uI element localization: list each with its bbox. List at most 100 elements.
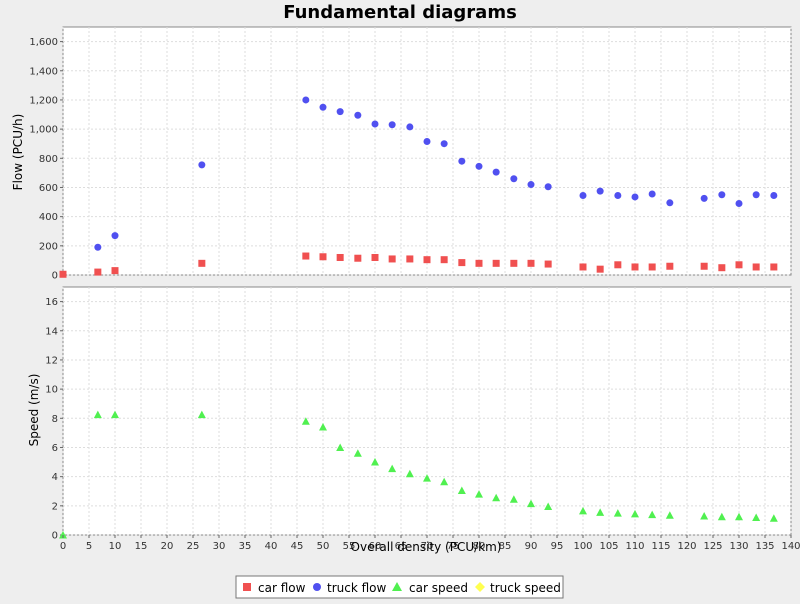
x-tick-label: 115: [651, 541, 670, 552]
chart-title: Fundamental diagrams: [283, 2, 517, 23]
x-tick-label: 50: [317, 541, 330, 552]
point-car-flow: [440, 256, 448, 264]
point-car-flow: [406, 255, 414, 263]
point-car-flow: [752, 263, 760, 271]
y-tick-label: 12: [45, 355, 58, 366]
y-tick-label: 14: [45, 326, 58, 337]
point-car-flow: [544, 260, 552, 268]
x-tick-label: 100: [573, 541, 592, 552]
x-tick-label: 140: [781, 541, 800, 552]
flow-axis-label: Flow (PCU/h): [11, 114, 25, 191]
point-truck-flow: [631, 193, 639, 201]
point-car-flow: [388, 255, 396, 263]
point-car-speed: [371, 458, 379, 466]
flow-panel: 0 200 400 600 800 1,000 1,200 1,400 1,600: [29, 26, 792, 282]
point-truck-flow: [94, 243, 102, 251]
y-tick-label: 400: [39, 212, 58, 223]
point-truck-flow: [752, 191, 760, 199]
point-car-speed: [509, 495, 518, 503]
point-car-flow: [648, 263, 656, 271]
y-tick-label: 600: [39, 183, 58, 194]
point-truck-flow: [371, 120, 379, 128]
y-tick-label: 0: [52, 531, 58, 542]
speed-panel: 0 2 4 6 8 10 12 14 16: [45, 286, 792, 542]
x-axis: 0 5 10 15 20 25 30 35 40 45 50 55 60 65 70 75 80 85 90 95 10…: [60, 535, 800, 552]
point-car-speed: [111, 410, 119, 419]
point-car-speed: [319, 423, 327, 431]
point-car-flow: [596, 265, 604, 273]
point-car-flow: [111, 267, 119, 275]
point-car-speed: [596, 508, 605, 516]
y-tick-label: 1,400: [29, 66, 58, 77]
point-truck-flow: [388, 121, 396, 129]
point-car-speed: [613, 509, 622, 517]
point-car-flow: [354, 254, 362, 262]
point-truck-flow: [648, 190, 656, 198]
point-car-flow: [700, 262, 708, 270]
x-tick-label: 125: [703, 541, 722, 552]
x-tick-label: 95: [551, 541, 564, 552]
point-truck-flow: [475, 162, 483, 170]
x-tick-label: 10: [109, 541, 122, 552]
point-car-speed: [631, 509, 639, 518]
point-truck-flow: [510, 175, 518, 183]
y-tick-label: 4: [52, 472, 58, 483]
point-truck-flow: [440, 140, 448, 148]
point-truck-flow: [527, 181, 535, 189]
x-tick-label: 35: [239, 541, 252, 552]
point-car-flow: [458, 259, 466, 267]
point-car-flow: [614, 261, 622, 269]
point-truck-flow: [458, 157, 466, 165]
x-tick-label: 20: [161, 541, 174, 552]
point-car-speed: [423, 474, 431, 482]
point-truck-flow: [596, 187, 604, 195]
y-tick-label: 1,600: [29, 37, 58, 48]
point-car-speed: [527, 499, 535, 508]
point-car-flow: [198, 259, 206, 267]
y-tick-label: 16: [45, 297, 58, 308]
x-tick-label: 75: [447, 541, 460, 552]
y-tick-label: 2: [52, 501, 58, 512]
point-car-speed: [665, 511, 674, 519]
speed-axis-label: Speed (m/s): [27, 374, 41, 447]
y-tick-label: 10: [45, 385, 58, 396]
point-truck-flow: [492, 168, 500, 176]
point-car-speed: [717, 512, 726, 521]
point-car-speed: [457, 486, 466, 495]
point-car-speed: [700, 512, 709, 520]
point-car-flow: [735, 261, 743, 269]
point-car-speed: [336, 443, 345, 451]
point-car-flow: [666, 262, 674, 270]
point-car-flow: [579, 263, 587, 271]
y-tick-label: 200: [39, 241, 58, 252]
legend-label-truck-flow: truck flow: [327, 581, 387, 595]
x-tick-label: 105: [599, 541, 618, 552]
y-tick-label: 8: [52, 414, 58, 425]
point-car-flow: [770, 263, 778, 271]
point-car-flow: [510, 259, 518, 267]
legend-marker-truck-speed: [475, 582, 485, 592]
y-tick-label: 1,200: [29, 95, 58, 106]
point-truck-flow: [614, 191, 622, 199]
x-tick-label: 60: [369, 541, 382, 552]
x-tick-label: 5: [86, 541, 92, 552]
point-car-speed: [579, 506, 587, 515]
x-tick-label: 90: [525, 541, 538, 552]
x-tick-label: 85: [499, 541, 512, 552]
point-truck-flow: [198, 161, 206, 169]
legend-marker-car-flow: [243, 583, 251, 591]
point-truck-flow: [735, 200, 743, 208]
point-car-flow: [59, 270, 67, 278]
point-car-flow: [94, 268, 102, 276]
x-tick-label: 45: [291, 541, 304, 552]
point-truck-flow: [354, 111, 362, 119]
y-tick-label: 800: [39, 154, 58, 165]
y-tick-label: 6: [52, 443, 58, 454]
x-tick-label: 135: [755, 541, 774, 552]
x-tick-label: 0: [60, 541, 66, 552]
point-car-speed: [405, 469, 414, 478]
point-car-flow: [336, 253, 344, 261]
x-tick-label: 110: [625, 541, 644, 552]
y-tick-label: 1,000: [29, 125, 58, 136]
